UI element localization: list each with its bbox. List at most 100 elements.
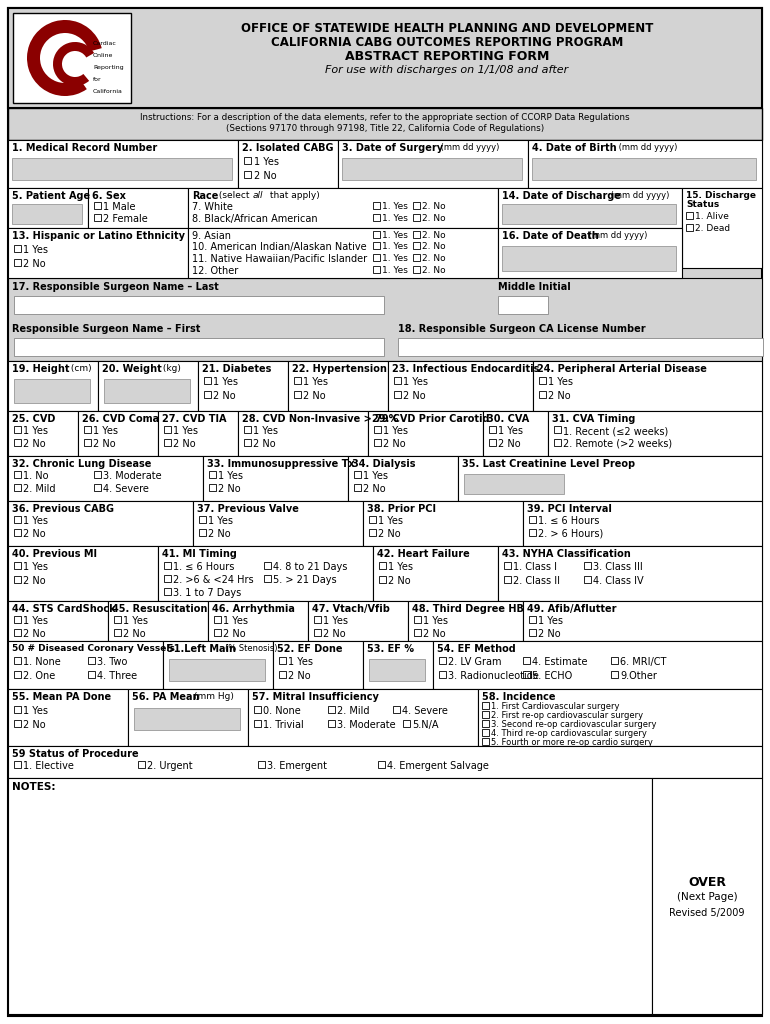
Bar bbox=[682, 188, 762, 268]
Bar bbox=[363, 641, 433, 689]
Bar bbox=[209, 471, 216, 478]
Text: 2 No: 2 No bbox=[23, 575, 45, 586]
Bar bbox=[393, 706, 400, 713]
Bar bbox=[379, 562, 386, 569]
Text: 1 Yes: 1 Yes bbox=[23, 616, 48, 626]
Text: Reporting: Reporting bbox=[93, 65, 124, 70]
Text: 55. Mean PA Done: 55. Mean PA Done bbox=[12, 692, 111, 702]
Text: 58. Incidence: 58. Incidence bbox=[482, 692, 555, 702]
Text: 1. Class I: 1. Class I bbox=[513, 562, 557, 572]
Text: 1 Yes: 1 Yes bbox=[388, 562, 413, 572]
Text: 33. Immunosuppressive Tx: 33. Immunosuppressive Tx bbox=[207, 459, 355, 469]
Bar bbox=[188, 228, 498, 278]
Bar bbox=[8, 8, 762, 108]
Text: 7. White: 7. White bbox=[192, 202, 233, 212]
Text: 2 No: 2 No bbox=[123, 629, 146, 639]
Text: 1 Yes: 1 Yes bbox=[403, 377, 428, 387]
Bar bbox=[489, 439, 496, 446]
Text: 3. Moderate: 3. Moderate bbox=[337, 720, 396, 730]
Text: 9. Asian: 9. Asian bbox=[192, 231, 231, 241]
Bar bbox=[414, 616, 421, 623]
Bar bbox=[244, 171, 251, 178]
Text: 54. EF Method: 54. EF Method bbox=[437, 644, 516, 654]
Bar bbox=[128, 689, 248, 746]
Text: (mm dd yyyy): (mm dd yyyy) bbox=[608, 191, 669, 200]
Wedge shape bbox=[53, 42, 94, 86]
Bar bbox=[14, 616, 21, 623]
Text: 2 Female: 2 Female bbox=[103, 214, 148, 224]
Text: 2. No: 2. No bbox=[422, 214, 446, 223]
Bar bbox=[314, 616, 321, 623]
Text: 2. Remote (>2 weeks): 2. Remote (>2 weeks) bbox=[563, 439, 672, 449]
Text: 44. STS CardShock: 44. STS CardShock bbox=[12, 604, 116, 614]
Text: 56. PA Mean: 56. PA Mean bbox=[132, 692, 199, 702]
Text: 1. No: 1. No bbox=[23, 471, 49, 481]
Bar bbox=[611, 671, 618, 678]
Text: 17. Responsible Surgeon Name – Last: 17. Responsible Surgeon Name – Last bbox=[12, 282, 219, 292]
Bar bbox=[158, 546, 373, 601]
Text: 11. Native Hawaiian/Pacific Islander: 11. Native Hawaiian/Pacific Islander bbox=[192, 254, 367, 264]
Text: 2 No: 2 No bbox=[23, 259, 45, 269]
Text: 1 Male: 1 Male bbox=[103, 202, 136, 212]
Bar bbox=[14, 245, 21, 252]
Bar bbox=[554, 426, 561, 433]
Bar bbox=[164, 562, 171, 569]
Text: (mm dd yyyy): (mm dd yyyy) bbox=[438, 143, 500, 152]
Bar bbox=[363, 501, 523, 546]
Bar bbox=[523, 501, 762, 546]
Text: 6. MRI/CT: 6. MRI/CT bbox=[620, 657, 666, 667]
Text: 27. CVD TIA: 27. CVD TIA bbox=[162, 414, 226, 424]
Bar bbox=[529, 529, 536, 536]
Bar bbox=[652, 778, 762, 1014]
Bar bbox=[98, 361, 198, 411]
Bar bbox=[378, 761, 385, 768]
Text: 1. Elective: 1. Elective bbox=[23, 761, 74, 771]
Text: 9.Other: 9.Other bbox=[620, 671, 657, 681]
Bar bbox=[394, 377, 401, 384]
Bar bbox=[14, 484, 21, 490]
Text: 29. CVD Prior Carotid: 29. CVD Prior Carotid bbox=[372, 414, 490, 424]
Bar bbox=[8, 188, 88, 228]
Text: 2. No: 2. No bbox=[422, 254, 446, 263]
Bar bbox=[209, 484, 216, 490]
Text: 2. No: 2. No bbox=[422, 231, 446, 240]
Bar bbox=[288, 361, 388, 411]
Bar bbox=[373, 266, 380, 273]
Text: 35. Last Creatinine Level Preop: 35. Last Creatinine Level Preop bbox=[462, 459, 635, 469]
Bar bbox=[348, 456, 458, 501]
Bar bbox=[504, 562, 511, 569]
Text: 4. Third re-op cardiovascular surgery: 4. Third re-op cardiovascular surgery bbox=[491, 729, 647, 738]
Bar bbox=[188, 188, 498, 228]
Text: 2 No: 2 No bbox=[254, 171, 276, 181]
Bar bbox=[14, 259, 21, 266]
Text: 2. LV Gram: 2. LV Gram bbox=[448, 657, 501, 667]
Bar bbox=[12, 158, 232, 180]
Bar bbox=[433, 641, 762, 689]
Bar bbox=[439, 657, 446, 664]
Bar bbox=[498, 228, 682, 278]
Bar bbox=[14, 426, 21, 433]
Bar bbox=[373, 254, 380, 261]
Text: 38. Prior PCI: 38. Prior PCI bbox=[367, 504, 436, 514]
Text: 52. EF Done: 52. EF Done bbox=[277, 644, 343, 654]
Text: 47. Vtach/Vfib: 47. Vtach/Vfib bbox=[312, 604, 390, 614]
Text: 3. Radionucleotide: 3. Radionucleotide bbox=[448, 671, 539, 681]
Text: 50 # Diseased Coronary Vessels: 50 # Diseased Coronary Vessels bbox=[12, 644, 175, 653]
Text: 59 Status of Procedure: 59 Status of Procedure bbox=[12, 749, 139, 759]
Text: 20. Weight: 20. Weight bbox=[102, 364, 162, 374]
Text: all: all bbox=[253, 191, 263, 200]
Text: 1 Yes: 1 Yes bbox=[218, 471, 243, 481]
Bar bbox=[14, 529, 21, 536]
Text: 1 Yes: 1 Yes bbox=[548, 377, 573, 387]
Text: 1. ≤ 6 Hours: 1. ≤ 6 Hours bbox=[538, 516, 599, 526]
Bar bbox=[248, 689, 478, 746]
Bar bbox=[528, 140, 762, 188]
Bar bbox=[244, 157, 251, 164]
Text: 2 No: 2 No bbox=[323, 629, 346, 639]
Text: 23. Infectious Endocarditis: 23. Infectious Endocarditis bbox=[392, 364, 539, 374]
Bar bbox=[264, 562, 271, 569]
Text: 28. CVD Non-Invasive > 79%: 28. CVD Non-Invasive > 79% bbox=[242, 414, 398, 424]
Text: 2. One: 2. One bbox=[23, 671, 55, 681]
Text: 2 No: 2 No bbox=[288, 671, 310, 681]
Bar bbox=[373, 546, 498, 601]
